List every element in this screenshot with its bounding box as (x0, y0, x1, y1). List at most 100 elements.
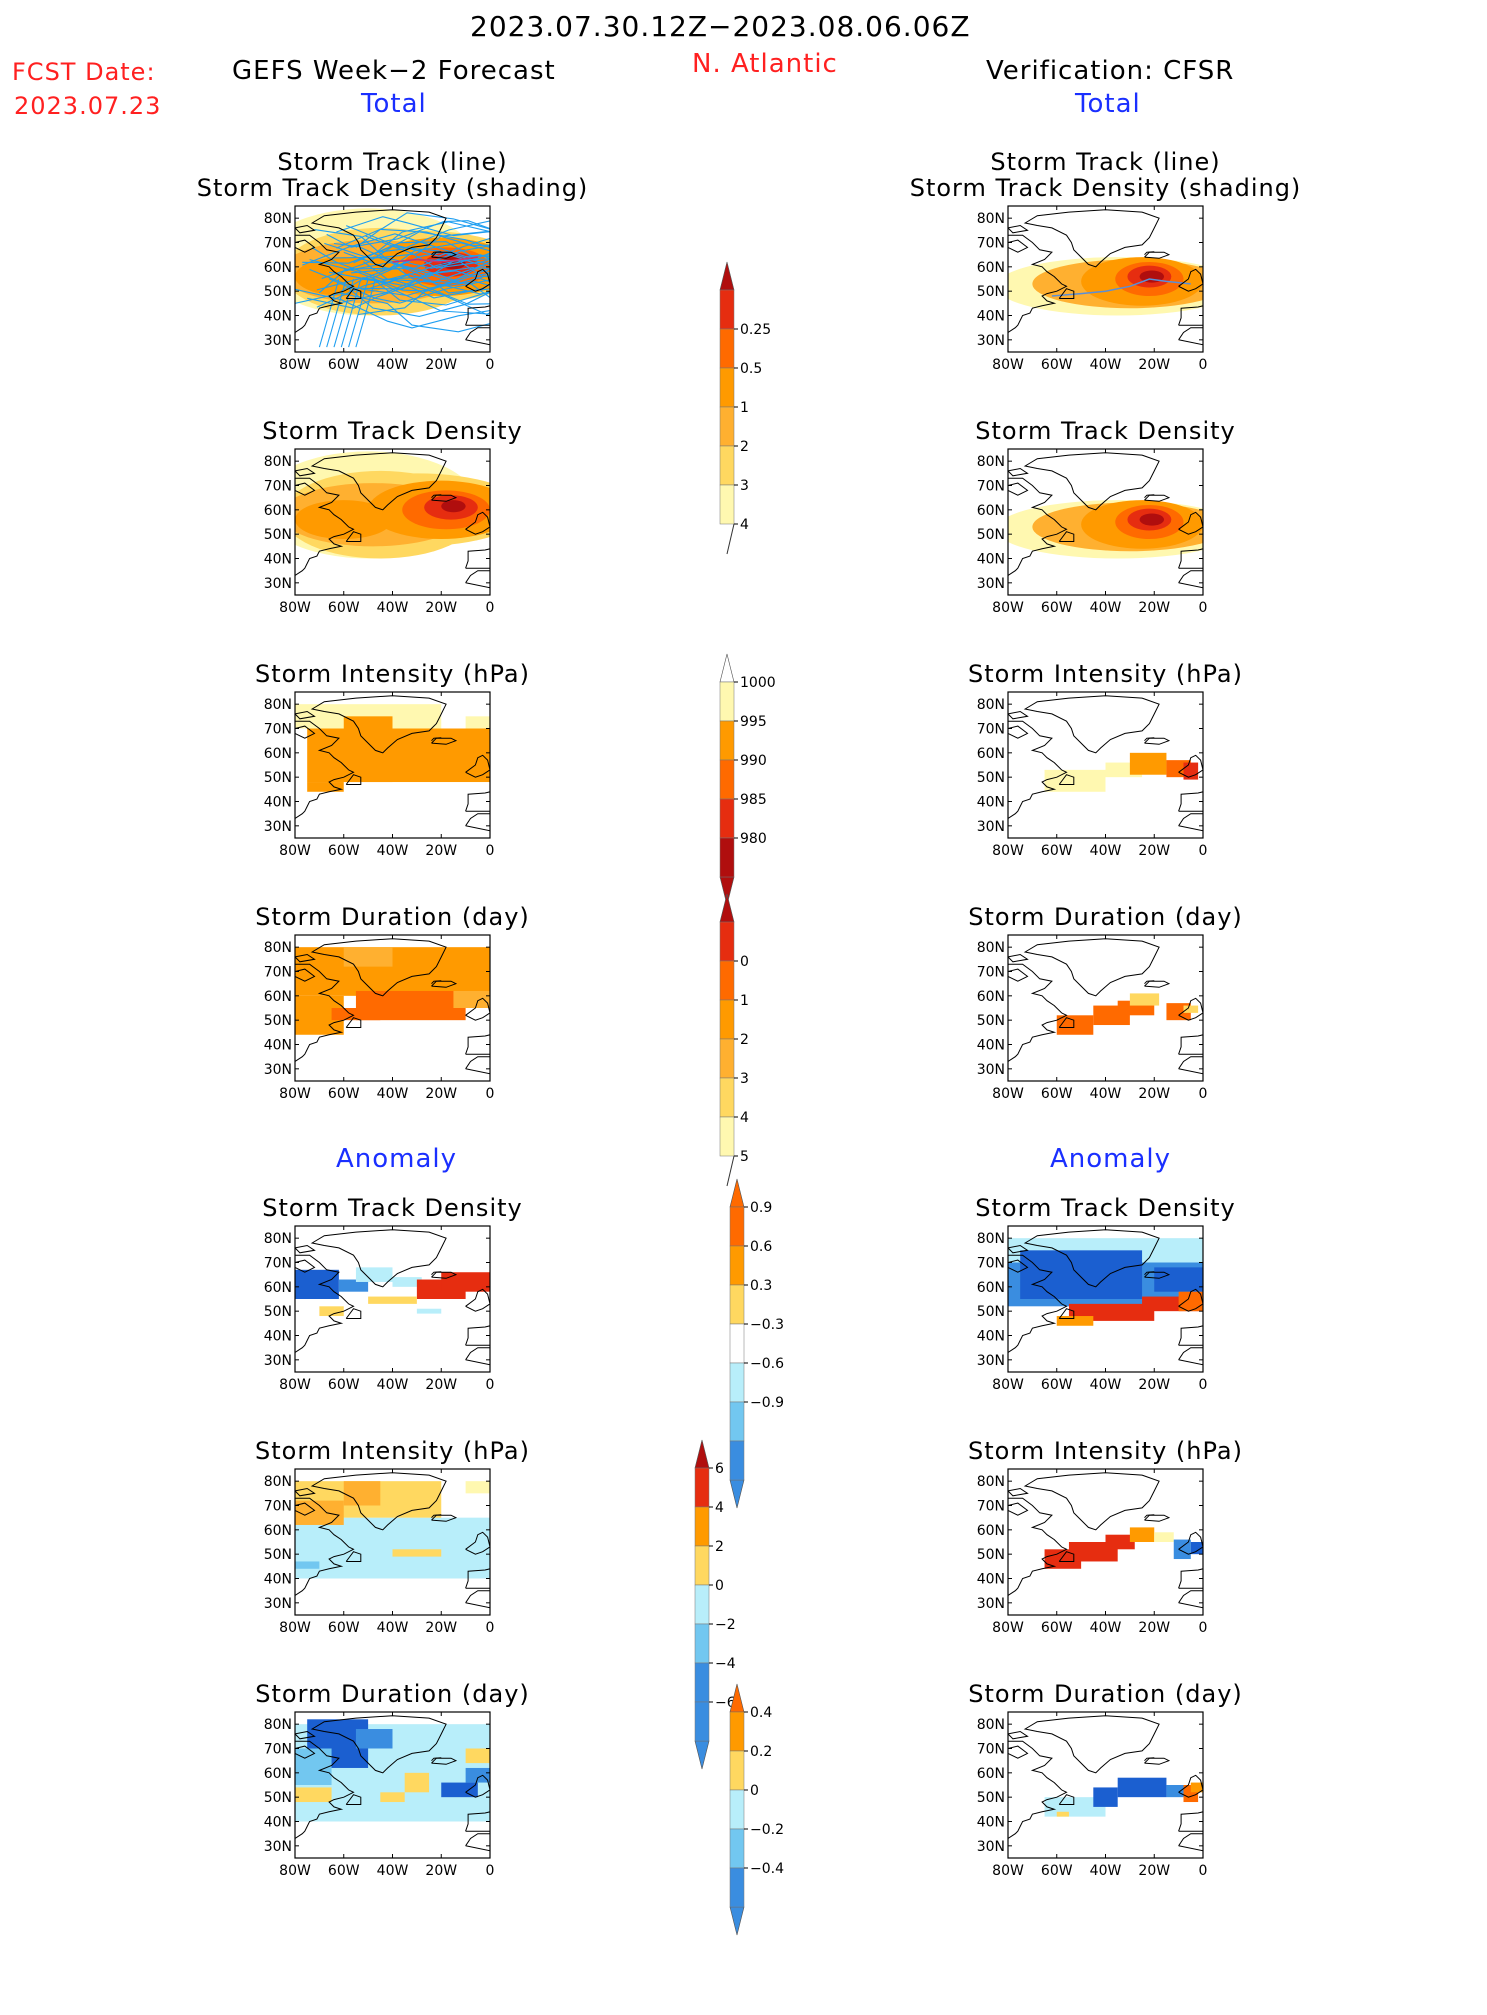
colorbar-tick-label: 0 (715, 1578, 724, 1594)
panel-title: Storm Track Density (262, 417, 522, 445)
colorbar-tick-label: −0.3 (750, 1317, 784, 1333)
lon-tick-label: 60W (1041, 1863, 1073, 1879)
panel-title: Storm Track Density (shading) (910, 174, 1302, 202)
lon-tick-label: 40W (377, 357, 409, 373)
colorbar-tick-label: −6 (715, 1695, 736, 1711)
lat-tick-label: 70N (264, 1742, 292, 1758)
panel-title: Storm Intensity (hPa) (968, 660, 1243, 688)
lon-tick-label: 0 (1199, 843, 1208, 859)
lon-tick-label: 60W (328, 600, 360, 616)
lon-tick-label: 20W (1138, 1086, 1170, 1102)
lat-tick-label: 40N (264, 1329, 292, 1345)
lon-tick-label: 0 (486, 1863, 495, 1879)
lat-tick-label: 40N (977, 795, 1005, 811)
lat-tick-label: 70N (264, 965, 292, 981)
panel-title: Storm Duration (day) (255, 1680, 530, 1708)
panel-cfsr-duration-anomaly: Storm Duration (day) 80N 70N 60N 50N 40N 30N 80… (968, 1680, 1242, 1879)
colorbar-intensity: 1000 995 990 985 980 (719, 653, 776, 906)
lon-tick-label: 80W (279, 1620, 311, 1636)
left-model-title: GEFS Week−2 Forecast (232, 56, 556, 86)
lon-tick-label: 60W (1041, 600, 1073, 616)
colorbar-tick-label: 1 (740, 993, 749, 1009)
coastline (295, 938, 490, 1075)
lon-tick-label: 80W (992, 1377, 1024, 1393)
colorbar-tick-label: −0.6 (750, 1356, 784, 1372)
panel-title: Storm Track (line) (277, 148, 507, 176)
map-field (295, 1469, 490, 1615)
colorbar-tick-label: −2 (715, 1617, 736, 1633)
colorbar-tick-label: 985 (740, 792, 767, 808)
lat-tick-label: 30N (977, 1353, 1005, 1369)
lon-tick-label: 40W (377, 1377, 409, 1393)
colorbar-tick-label: 0.9 (750, 1200, 772, 1216)
lon-tick-label: 20W (425, 600, 457, 616)
lon-tick-label: 60W (328, 1086, 360, 1102)
lon-tick-label: 0 (486, 843, 495, 859)
colorbar-duration-anomaly: 0.4 0.2 0 −0.2 −0.4 (729, 1683, 784, 1936)
coastline (1008, 695, 1203, 832)
panel-title: Storm Intensity (hPa) (968, 1437, 1243, 1465)
lon-tick-label: 20W (425, 1863, 457, 1879)
lat-tick-label: 80N (264, 211, 292, 227)
panel-gefs-intensity-anomaly: Storm Intensity (hPa) 80N 70N 60N 50N 40N 30N 8… (255, 1437, 529, 1636)
lon-tick-label: 80W (279, 1863, 311, 1879)
map-field (1008, 1469, 1203, 1615)
lat-tick-label: 40N (977, 1329, 1005, 1345)
lat-tick-label: 50N (264, 1013, 292, 1029)
panel-cfsr-density-anomaly: Storm Track Density 80N 70N 60N 50N 40N 30N 80W… (975, 1194, 1234, 1393)
lon-tick-label: 0 (1199, 1377, 1208, 1393)
lon-tick-label: 40W (1090, 357, 1122, 373)
map-field (1008, 1226, 1203, 1372)
colorbar-tick-label: −0.4 (750, 1861, 784, 1877)
lat-tick-label: 40N (264, 1815, 292, 1831)
map-field (1008, 206, 1203, 352)
lat-tick-label: 30N (977, 1596, 1005, 1612)
coastline (295, 1715, 490, 1852)
lon-tick-label: 20W (1138, 843, 1170, 859)
colorbar-tick-label: 0.25 (740, 322, 771, 338)
lon-tick-label: 20W (1138, 1863, 1170, 1879)
lon-tick-label: 0 (486, 1377, 495, 1393)
lat-tick-label: 50N (264, 1304, 292, 1320)
lat-tick-label: 30N (264, 333, 292, 349)
lon-tick-label: 0 (1199, 600, 1208, 616)
panel-title: Storm Track Density (262, 1194, 522, 1222)
lat-tick-label: 50N (977, 527, 1005, 543)
lon-tick-label: 20W (425, 1086, 457, 1102)
lat-tick-label: 50N (977, 1013, 1005, 1029)
lat-tick-label: 50N (264, 1547, 292, 1563)
lon-tick-label: 80W (279, 843, 311, 859)
lat-tick-label: 60N (977, 260, 1005, 276)
panel-cfsr-duration: Storm Duration (day) 80N 70N 60N 50N 40N 30N 80… (968, 903, 1242, 1102)
lat-tick-label: 60N (264, 989, 292, 1005)
lon-tick-label: 60W (1041, 1620, 1073, 1636)
map-field (1008, 1712, 1203, 1858)
lon-tick-label: 20W (1138, 600, 1170, 616)
map-field (1008, 935, 1203, 1081)
colorbar-tick-label: 6 (715, 1461, 724, 1477)
lon-tick-label: 60W (1041, 357, 1073, 373)
section-total-right: Total (1075, 89, 1141, 119)
section-total-left: Total (361, 89, 427, 119)
lon-tick-label: 0 (486, 1086, 495, 1102)
lon-tick-label: 60W (1041, 1377, 1073, 1393)
lat-tick-label: 80N (977, 1474, 1005, 1490)
coastline (1008, 1472, 1203, 1609)
colorbar-duration: 0 1 2 3 4 5 (719, 893, 749, 1187)
panel-cfsr-intensity-anomaly: Storm Intensity (hPa) 80N 70N 60N 50N 40N 30N 8… (968, 1437, 1242, 1636)
lon-tick-label: 60W (328, 357, 360, 373)
lat-tick-label: 80N (977, 454, 1005, 470)
lat-tick-label: 50N (977, 284, 1005, 300)
lat-tick-label: 40N (977, 552, 1005, 568)
lat-tick-label: 40N (264, 309, 292, 325)
colorbar-tick-label: 980 (740, 831, 767, 847)
lat-tick-label: 30N (264, 1839, 292, 1855)
lat-tick-label: 50N (977, 1790, 1005, 1806)
panel-title: Storm Duration (day) (968, 903, 1243, 931)
panel-cfsr-track: Storm Track (line)Storm Track Density (s… (910, 148, 1301, 373)
lat-tick-label: 60N (264, 1280, 292, 1296)
coastline (295, 695, 490, 832)
lon-tick-label: 20W (1138, 357, 1170, 373)
lon-tick-label: 40W (377, 1863, 409, 1879)
lat-tick-label: 70N (977, 965, 1005, 981)
